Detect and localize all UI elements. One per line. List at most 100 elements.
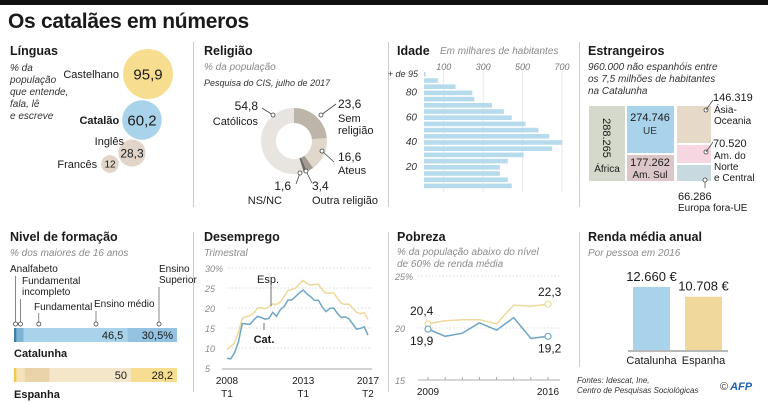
- age-bar: [424, 177, 508, 182]
- leader-dot: [318, 112, 324, 118]
- line-series-cat: [226, 289, 369, 360]
- age-bar: [424, 183, 512, 189]
- age-bar: [424, 127, 539, 133]
- series-label-cat: Cat.: [254, 334, 275, 346]
- language-label: Castelhano: [63, 69, 119, 81]
- formacao-subtitle: % dos maiores de 16 anos: [10, 248, 129, 259]
- region-label: Espanha: [14, 389, 61, 401]
- desemprego-title: Desemprego: [204, 230, 280, 244]
- linguas-subtitle-line: % da: [10, 63, 33, 74]
- education-category-label: Superior: [159, 275, 197, 286]
- education-segment: [24, 368, 50, 382]
- language-bubble-castelhano: [123, 49, 173, 99]
- education-category-label: Ensino médio: [94, 299, 155, 310]
- divider: [388, 42, 389, 207]
- series-label-esp: Esp.: [257, 274, 279, 286]
- education-category-label: Analfabeto: [10, 264, 58, 275]
- language-bubble-francês: [101, 155, 119, 173]
- religion-label: Outra religião: [312, 195, 378, 207]
- line-series-esp: [226, 279, 369, 351]
- donut-slice-ns-nc: [299, 157, 307, 173]
- pobreza-title: Pobreza: [397, 230, 446, 244]
- treemap-value: 288.265: [600, 118, 612, 158]
- education-segment: [14, 368, 17, 382]
- leader-dot: [270, 112, 276, 118]
- y-tick-label: 30%: [205, 264, 223, 274]
- linguas-subtitle-line: e escreve: [10, 111, 54, 122]
- education-segment: [49, 368, 132, 382]
- income-value-label: 10.708 €: [678, 279, 729, 294]
- treemap-label: Oceania: [714, 116, 752, 127]
- education-value: 50: [115, 370, 127, 382]
- age-bar: [424, 103, 493, 108]
- age-bar: [424, 96, 475, 102]
- endpoint-marker: [424, 325, 432, 333]
- age-bar: [424, 84, 456, 89]
- age-bar: [424, 78, 438, 83]
- age-bar: [424, 115, 512, 120]
- language-bubble-catalão: [122, 100, 162, 140]
- x-tick-label: 2013: [292, 376, 315, 387]
- education-category-label: Ensino: [159, 264, 190, 275]
- x-tick-label: 2008: [216, 376, 239, 387]
- religion-label: Católicos: [213, 116, 259, 128]
- pobreza-subtitle-line: % da população abaixo do nível: [397, 247, 539, 258]
- linguas-subtitle-line: fala, lê: [10, 99, 40, 110]
- income-value-label: 12.660 €: [626, 269, 677, 284]
- endpoint-marker: [544, 300, 552, 308]
- estrangeiros-title: Estrangeiros: [588, 44, 665, 58]
- education-segment: [16, 328, 24, 342]
- y-tick-label: 20: [394, 324, 405, 334]
- treemap-label: Am. do: [714, 151, 746, 162]
- y-tick-label: 5: [205, 364, 211, 374]
- y-tick-label: 25%: [394, 272, 413, 282]
- education-category-label: Fundamental: [22, 276, 80, 287]
- income-bar-catalunha: [633, 287, 670, 350]
- education-segment: [23, 328, 52, 342]
- start-value-label: 19,9: [410, 334, 434, 348]
- age-bar: [424, 171, 500, 176]
- linguas-title: Línguas: [10, 44, 58, 58]
- age-bar: [424, 72, 426, 77]
- treemap-label: e Central: [714, 173, 755, 184]
- religiao-subtitle: % da população: [204, 62, 276, 73]
- treemap-value: 146.319: [713, 92, 753, 104]
- sources-line: Centro de Pesquisas Sociológicas: [577, 386, 699, 395]
- education-value: 46,5: [102, 330, 123, 342]
- agency-name: AFP: [730, 381, 753, 393]
- age-bar: [424, 109, 504, 114]
- treemap-label: Europa fora-UE: [678, 203, 748, 214]
- education-segment: [14, 328, 17, 342]
- language-label: Francês: [57, 159, 97, 171]
- religion-value: 23,6: [338, 97, 362, 111]
- copyright-icon: ©: [720, 381, 729, 393]
- donut-slice-sem-religi-o: [294, 108, 327, 140]
- education-value: 30,5%: [142, 330, 173, 342]
- y-tick-label: 80: [406, 88, 418, 99]
- education-segment: [51, 328, 128, 342]
- y-tick-label: 15: [395, 376, 406, 386]
- line-series-espanha: [427, 303, 549, 325]
- income-category-label: Espanha: [682, 355, 726, 367]
- idade-title: Idade: [397, 44, 430, 58]
- treemap-label: Norte: [714, 162, 739, 173]
- religion-value: 1,6: [274, 179, 291, 193]
- donut-slice-cat-licos: [261, 108, 304, 174]
- endpoint-marker: [544, 332, 552, 340]
- x-tick-label: 300: [476, 62, 491, 72]
- x-tick-label: 500: [515, 62, 530, 72]
- leader-dot: [319, 148, 325, 154]
- x-tick-label: 2009: [417, 387, 440, 398]
- linguas-subtitle-line: população: [10, 75, 57, 86]
- top-bar: [0, 0, 768, 5]
- afp-logo: © AFP: [720, 381, 752, 393]
- divider: [579, 42, 580, 207]
- leader-line: [321, 150, 335, 163]
- age-bar: [424, 90, 473, 96]
- age-bar: [424, 158, 508, 164]
- age-bar: [424, 134, 550, 139]
